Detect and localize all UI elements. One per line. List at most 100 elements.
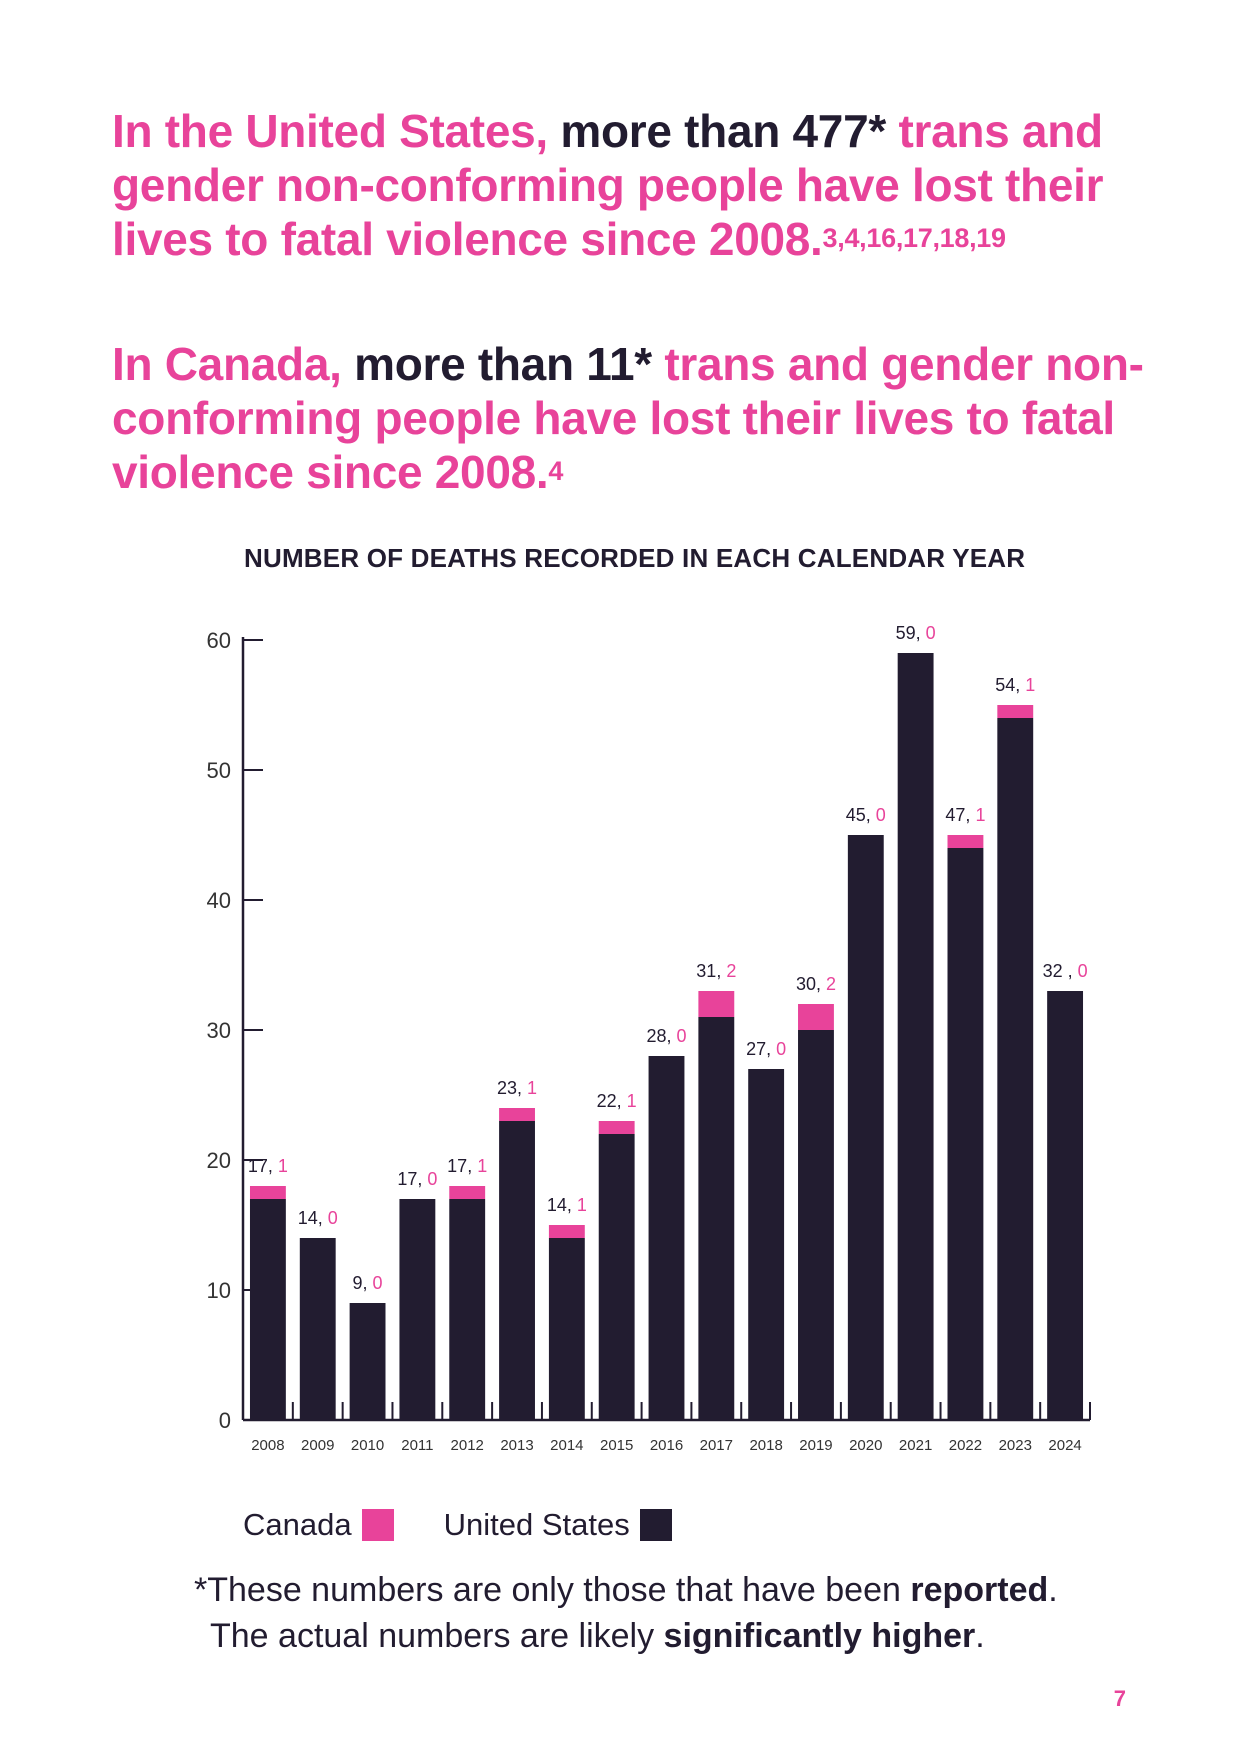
bar-canada-2017 [698,991,735,1017]
data-label-2019: 30, 2 [796,974,836,994]
bar-canada-2019 [798,1004,834,1030]
data-label-2022: 47, 1 [945,805,985,825]
data-label-us-2019: 30, [796,974,826,994]
footnote-emphasis-reported: reported [910,1571,1049,1609]
data-label-canada-2023: 1 [1025,675,1035,695]
data-label-us-2010: 9, [353,1273,373,1293]
data-label-2021: 59, 0 [896,623,936,643]
x-tick-label-2021: 2021 [899,1437,932,1454]
headline-us-text: trans and gender non-conforming people h… [112,105,1104,265]
bar-canada-2014 [548,1225,585,1238]
legend-item-canada: Canada [243,1507,394,1543]
y-tick-label-40: 40 [207,888,231,913]
data-label-canada-2010: 0 [373,1273,383,1293]
x-tick-label-2019: 2019 [799,1437,832,1454]
bar-united-states-2016 [648,1056,685,1420]
bar-united-states-2017 [698,1017,735,1420]
legend-label-canada: Canada [243,1507,352,1542]
x-tick-label-2011: 2011 [401,1437,433,1454]
data-label-2018: 27, 0 [746,1039,786,1059]
bar-united-states-2024 [1047,991,1084,1420]
x-tick-label-2018: 2018 [749,1437,782,1454]
headline-us-refs: 3,4,16,17,18,19 [822,223,1006,253]
bar-united-states-2014 [548,1238,585,1420]
data-label-canada-2013: 1 [527,1078,537,1098]
bar-united-states-2010 [349,1303,386,1420]
data-label-canada-2022: 1 [975,805,985,825]
bar-united-states-2015 [598,1134,635,1420]
data-label-canada-2018: 0 [776,1039,786,1059]
data-label-us-2011: 17, [397,1169,427,1189]
data-label-us-2022: 47, [945,805,975,825]
bar-canada-2022 [947,835,984,848]
y-tick-label-30: 30 [207,1018,231,1043]
data-label-canada-2024: 0 [1078,961,1088,981]
page-number: 7 [1113,1686,1126,1711]
x-tick-label-2020: 2020 [849,1437,882,1454]
bar-united-states-2023 [997,718,1034,1420]
data-label-2013: 23, 1 [497,1078,537,1098]
data-label-2012: 17, 1 [447,1156,487,1176]
footnote-asterisk: * [194,1571,208,1609]
bar-canada-2008 [249,1186,286,1199]
x-tick-label-2023: 2023 [999,1437,1032,1454]
bar-canada-2013 [499,1108,535,1121]
data-label-us-2018: 27, [746,1039,776,1059]
x-tick-label-2016: 2016 [650,1437,683,1454]
headline-canada-refs: 4 [548,456,564,486]
bar-united-states-2008 [249,1199,286,1420]
bar-canada-2015 [598,1121,635,1134]
footnote-period-1: . [1048,1571,1058,1609]
legend-label-united-states: United States [443,1507,630,1542]
footnote-emphasis-higher: significantly higher [663,1617,976,1655]
data-label-2011: 17, 0 [397,1169,437,1189]
data-label-2015: 22, 1 [597,1091,637,1111]
legend-swatch-united-states [639,1509,672,1541]
x-tick-label-2024: 2024 [1048,1437,1081,1454]
x-tick-label-2022: 2022 [949,1437,982,1454]
headline-canada-text: trans and gender non-conforming people h… [112,338,1144,498]
chart-legend: Canada United States [243,1505,722,1545]
y-tick-label-60: 60 [207,628,231,653]
data-label-2008: 17, 1 [248,1156,288,1176]
x-tick-label-2010: 2010 [351,1437,384,1454]
data-label-2016: 28, 0 [646,1026,686,1046]
bar-united-states-2020 [847,835,884,1420]
data-label-2023: 54, 1 [995,675,1035,695]
data-label-us-2008: 17, [248,1156,278,1176]
data-label-canada-2012: 1 [477,1156,487,1176]
data-label-us-2024: 32 , [1043,961,1078,981]
headline-canada-country: In Canada, [112,338,342,390]
data-label-canada-2020: 0 [876,805,886,825]
data-label-us-2023: 54, [995,675,1025,695]
data-label-canada-2017: 2 [726,961,736,981]
bar-united-states-2019 [798,1030,834,1420]
data-label-us-2015: 22, [597,1091,627,1111]
data-label-us-2013: 23, [497,1078,527,1098]
legend-swatch-canada [361,1509,394,1541]
data-label-canada-2016: 0 [677,1026,687,1046]
x-tick-label-2017: 2017 [700,1437,733,1454]
data-label-canada-2014: 1 [577,1195,587,1215]
bar-united-states-2009 [299,1238,336,1420]
data-label-us-2009: 14, [298,1208,328,1228]
footnote-text-1: These numbers are only those that have b… [207,1571,911,1609]
bar-united-states-2021 [897,653,934,1420]
y-tick-label-20: 20 [207,1148,231,1173]
x-tick-label-2014: 2014 [550,1437,583,1454]
data-label-us-2021: 59, [896,623,926,643]
x-tick-label-2009: 2009 [301,1437,334,1454]
bar-united-states-2012 [449,1199,486,1420]
footnote: *These numbers are only those that have … [194,1567,1144,1659]
data-label-canada-2019: 2 [826,974,836,994]
headline-united-states: In the United States, more than 477* tra… [112,104,1152,266]
data-label-canada-2011: 0 [427,1169,437,1189]
y-tick-label-10: 10 [207,1278,231,1303]
footnote-period-2: . [975,1617,985,1655]
data-label-canada-2008: 1 [278,1156,288,1176]
data-label-us-2017: 31, [696,961,726,981]
bar-united-states-2011 [399,1199,436,1420]
bar-united-states-2022 [947,848,984,1420]
data-label-canada-2009: 0 [328,1208,338,1228]
bar-united-states-2013 [499,1121,535,1420]
